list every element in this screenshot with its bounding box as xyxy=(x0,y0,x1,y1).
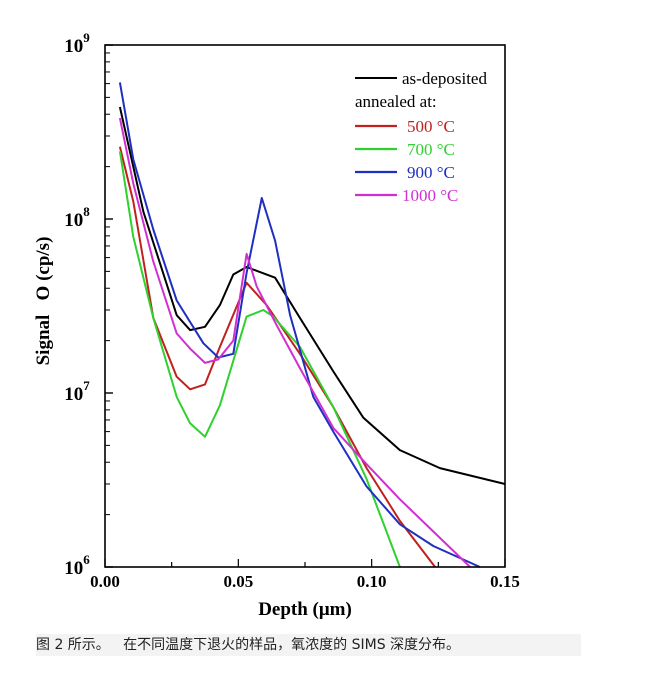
y-tick-label: 107 xyxy=(64,378,90,405)
series-line-4 xyxy=(118,117,471,568)
series-line-0 xyxy=(118,106,506,485)
legend-header: annealed at: xyxy=(355,92,437,111)
y-axis-label: Signal O (cp/s) xyxy=(34,236,54,366)
legend-label-0: as-deposited xyxy=(402,69,487,88)
y-tick-label: 106 xyxy=(64,552,90,579)
legend-label-2: 700 °C xyxy=(407,140,455,159)
legend-label-3: 900 °C xyxy=(407,163,455,182)
x-tick-label: 0.05 xyxy=(223,572,253,591)
legend-label-1: 500 °C xyxy=(407,117,455,136)
x-tick-label: 0.15 xyxy=(490,572,520,591)
y-axis-label-container: Signal O (cp/s) xyxy=(34,150,56,450)
x-tick-label: 0.00 xyxy=(90,572,120,591)
series-line-1 xyxy=(118,146,436,568)
series-line-2 xyxy=(118,151,401,568)
x-tick-label: 0.10 xyxy=(357,572,387,591)
series-line-3 xyxy=(118,82,481,568)
x-axis-label: Depth (μm) xyxy=(258,599,352,620)
y-tick-label: 108 xyxy=(64,204,90,231)
y-tick-label: 109 xyxy=(64,30,90,57)
figure-caption: 图 2 所示。 在不同温度下退火的样品，氧浓度的 SIMS 深度分布。 xyxy=(36,634,581,656)
legend-label-4: 1000 °C xyxy=(402,186,458,205)
